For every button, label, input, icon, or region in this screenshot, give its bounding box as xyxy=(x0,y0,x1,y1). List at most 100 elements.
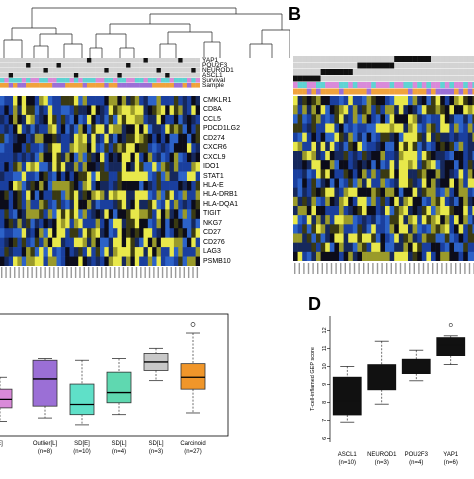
heatmap-cell xyxy=(39,256,44,266)
heatmap-cell xyxy=(343,178,349,188)
heatmap-cell xyxy=(467,123,473,133)
heatmap-cell xyxy=(156,209,162,220)
heatmap-cell xyxy=(8,199,14,210)
heatmap-cell xyxy=(316,141,321,152)
heatmap-cell xyxy=(417,178,423,188)
heatmap-cell xyxy=(186,247,192,257)
annotation-cell xyxy=(435,75,441,82)
heatmap-cell xyxy=(143,133,149,144)
annotation-cell xyxy=(458,62,464,69)
heatmap-cell xyxy=(389,206,395,216)
heatmap-cell xyxy=(463,215,469,225)
annotation-cell xyxy=(95,73,101,78)
heatmap-cell xyxy=(412,187,418,198)
heatmap-cell xyxy=(134,247,140,257)
annotation-row-label: POU2F3 xyxy=(202,62,228,69)
heatmap-cell xyxy=(65,105,70,116)
annotation-cell xyxy=(306,82,312,88)
heatmap-cell xyxy=(13,143,18,153)
heatmap-cell xyxy=(152,105,157,116)
annotation-cell xyxy=(394,75,399,82)
sample-label-mark xyxy=(83,267,86,278)
heatmap-cell xyxy=(385,160,390,170)
heatmap-cell xyxy=(302,96,308,106)
sample-label-mark xyxy=(395,263,397,274)
annotation-cell xyxy=(444,56,450,62)
annotation-cell xyxy=(467,69,473,75)
annotation-cell xyxy=(21,63,27,68)
heatmap-cell xyxy=(152,190,157,201)
heatmap-cell xyxy=(463,242,469,253)
sample-label-mark xyxy=(5,267,7,278)
annotation-cell xyxy=(173,83,179,88)
heatmap-cell xyxy=(0,133,5,144)
heatmap-cell xyxy=(21,181,27,191)
heatmap-cell xyxy=(389,132,395,143)
heatmap-cell xyxy=(339,242,344,253)
heatmap-cell xyxy=(34,114,40,125)
heatmap-cell xyxy=(4,199,9,210)
heatmap-cell xyxy=(306,224,312,234)
annotation-cell xyxy=(30,63,35,68)
annotation-cell xyxy=(389,56,395,62)
panel-d: D 6 7 8 9 10 11 12 T-cell-inflamed GEP score ASC… xyxy=(286,290,474,474)
heatmap-cell xyxy=(134,124,140,135)
heatmap-cell xyxy=(52,199,57,210)
heatmap-cell xyxy=(178,218,183,229)
heatmap-cell xyxy=(306,105,312,115)
heatmap-cell xyxy=(17,247,23,257)
heatmap-cell xyxy=(472,96,474,106)
heatmap-cell xyxy=(117,171,123,182)
heatmap-cell xyxy=(458,178,464,188)
heatmap-cell xyxy=(352,224,358,234)
heatmap-cell xyxy=(394,251,400,261)
heatmap-cell xyxy=(293,196,298,207)
heatmap-cell xyxy=(39,237,44,248)
heatmap-cell xyxy=(121,228,127,238)
annotation-cell xyxy=(329,82,335,88)
heatmap-cell xyxy=(348,96,354,106)
heatmap-cell xyxy=(165,105,170,116)
heatmap-cell xyxy=(26,133,31,144)
heatmap-cell xyxy=(65,171,70,182)
annotation-cell xyxy=(178,58,183,63)
heatmap-cell xyxy=(52,190,57,201)
heatmap-cell xyxy=(47,152,53,163)
gene-label: PDCD1LG2 xyxy=(203,125,240,133)
heatmap-cell xyxy=(139,237,144,248)
heatmap-cell xyxy=(412,196,418,207)
heatmap-cell xyxy=(26,96,31,106)
heatmap-cell xyxy=(147,96,153,106)
heatmap-cell xyxy=(182,181,188,191)
heatmap-cell xyxy=(311,96,317,106)
heatmap-cell xyxy=(311,160,317,170)
annotation-cell xyxy=(352,62,358,69)
heatmap-cell xyxy=(143,247,149,257)
annotation-cell xyxy=(412,82,418,88)
heatmap-cell xyxy=(339,160,344,170)
heatmap-cell xyxy=(86,133,92,144)
annotation-cell xyxy=(412,88,418,95)
heatmap-cell xyxy=(121,209,127,220)
heatmap-cell xyxy=(398,105,404,115)
heatmap-cell xyxy=(30,171,36,182)
heatmap-cell xyxy=(173,256,179,266)
heatmap-cell xyxy=(134,218,140,229)
annotation-cell xyxy=(86,78,92,83)
sample-label-mark xyxy=(386,263,388,274)
heatmap-cell xyxy=(458,160,464,170)
heatmap-cell xyxy=(100,199,105,210)
annotation-cell xyxy=(316,82,321,88)
annotation-cell xyxy=(339,82,344,88)
annotation-cell xyxy=(143,63,149,68)
heatmap-cell xyxy=(34,209,40,220)
annotation-cell xyxy=(458,75,464,82)
heatmap-cell xyxy=(95,181,101,191)
heatmap-cell xyxy=(398,206,404,216)
heatmap-cell xyxy=(91,199,96,210)
annotation-cell xyxy=(357,82,363,88)
heatmap-cell xyxy=(160,209,166,220)
heatmap-cell xyxy=(339,105,344,115)
heatmap-cell xyxy=(21,133,27,144)
heatmap-cell xyxy=(398,242,404,253)
